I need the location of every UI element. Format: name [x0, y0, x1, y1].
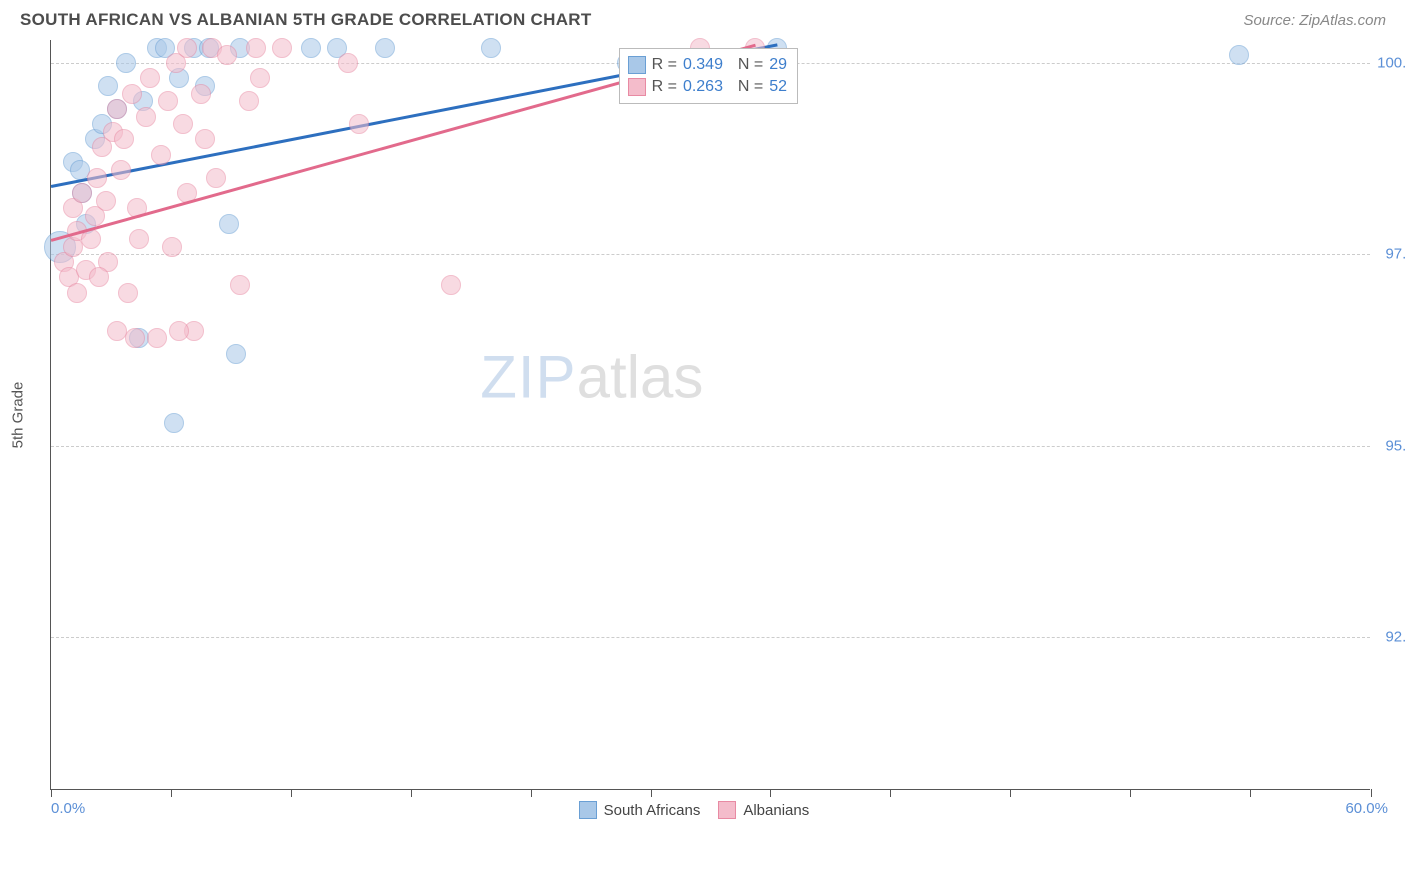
stat-r-label: R = [652, 76, 677, 98]
data-point [122, 84, 142, 104]
data-point [114, 129, 134, 149]
legend-swatch [628, 78, 646, 96]
y-axis-title: 5th Grade [10, 382, 27, 449]
x-end-label: 60.0% [1345, 800, 1388, 817]
data-point [72, 183, 92, 203]
data-point [89, 267, 109, 287]
data-point [98, 76, 118, 96]
chart-wrap: 5th Grade ZIPatlas 92.5%95.0%97.5%100.0%… [20, 40, 1386, 790]
x-tick [1010, 789, 1011, 797]
data-point [338, 53, 358, 73]
stat-row: R = 0.263 N = 52 [628, 76, 787, 98]
legend-swatch [579, 801, 597, 819]
data-point [151, 145, 171, 165]
y-tick-label: 97.5% [1373, 246, 1406, 263]
data-point [169, 321, 189, 341]
data-point [272, 38, 292, 58]
chart-title: SOUTH AFRICAN VS ALBANIAN 5TH GRADE CORR… [20, 10, 592, 30]
source-attribution: Source: ZipAtlas.com [1243, 12, 1386, 29]
x-start-label: 0.0% [51, 800, 85, 817]
gridline [51, 446, 1370, 447]
data-point [217, 45, 237, 65]
data-point [125, 328, 145, 348]
x-tick [1250, 789, 1251, 797]
data-point [67, 283, 87, 303]
gridline [51, 637, 1370, 638]
data-point [173, 114, 193, 134]
data-point [118, 283, 138, 303]
data-point [230, 275, 250, 295]
x-tick [531, 789, 532, 797]
data-point [1229, 45, 1249, 65]
legend-item: Albanians [718, 801, 809, 819]
stat-row: R = 0.349 N = 29 [628, 54, 787, 76]
series-legend: South Africans Albanians [579, 801, 810, 819]
data-point [140, 68, 160, 88]
data-point [375, 38, 395, 58]
x-tick [51, 789, 52, 797]
data-point [206, 168, 226, 188]
data-point [441, 275, 461, 295]
x-tick [1130, 789, 1131, 797]
stat-r-value: 0.263 [683, 76, 723, 98]
data-point [87, 168, 107, 188]
data-point [226, 344, 246, 364]
x-tick [890, 789, 891, 797]
y-tick-label: 100.0% [1373, 54, 1406, 71]
x-tick [411, 789, 412, 797]
legend-swatch [628, 56, 646, 74]
data-point [116, 53, 136, 73]
y-tick-label: 95.0% [1373, 437, 1406, 454]
data-point [158, 91, 178, 111]
data-point [191, 84, 211, 104]
data-point [107, 99, 127, 119]
watermark: ZIPatlas [480, 343, 703, 412]
data-point [111, 160, 131, 180]
data-point [129, 229, 149, 249]
stat-r-value: 0.349 [683, 54, 723, 76]
x-tick [291, 789, 292, 797]
data-point [239, 91, 259, 111]
x-tick [651, 789, 652, 797]
data-point [195, 129, 215, 149]
data-point [136, 107, 156, 127]
data-point [177, 38, 197, 58]
x-tick [770, 789, 771, 797]
stat-n-label: N = [729, 54, 763, 76]
data-point [147, 328, 167, 348]
x-tick [171, 789, 172, 797]
stat-n-label: N = [729, 76, 763, 98]
regression-stats-legend: R = 0.349 N = 29R = 0.263 N = 52 [619, 48, 798, 105]
stat-n-value: 29 [769, 54, 787, 76]
data-point [96, 191, 116, 211]
legend-label: South Africans [604, 802, 701, 819]
data-point [219, 214, 239, 234]
data-point [349, 114, 369, 134]
data-point [246, 38, 266, 58]
chart-header: SOUTH AFRICAN VS ALBANIAN 5TH GRADE CORR… [0, 0, 1406, 36]
y-tick-label: 92.5% [1373, 628, 1406, 645]
stat-n-value: 52 [769, 76, 787, 98]
data-point [481, 38, 501, 58]
x-tick [1371, 789, 1372, 797]
data-point [162, 237, 182, 257]
legend-swatch [718, 801, 736, 819]
plot-area: ZIPatlas 92.5%95.0%97.5%100.0%0.0%60.0%R… [50, 40, 1370, 790]
gridline [51, 254, 1370, 255]
legend-item: South Africans [579, 801, 701, 819]
data-point [250, 68, 270, 88]
data-point [164, 413, 184, 433]
stat-r-label: R = [652, 54, 677, 76]
legend-label: Albanians [743, 802, 809, 819]
data-point [301, 38, 321, 58]
